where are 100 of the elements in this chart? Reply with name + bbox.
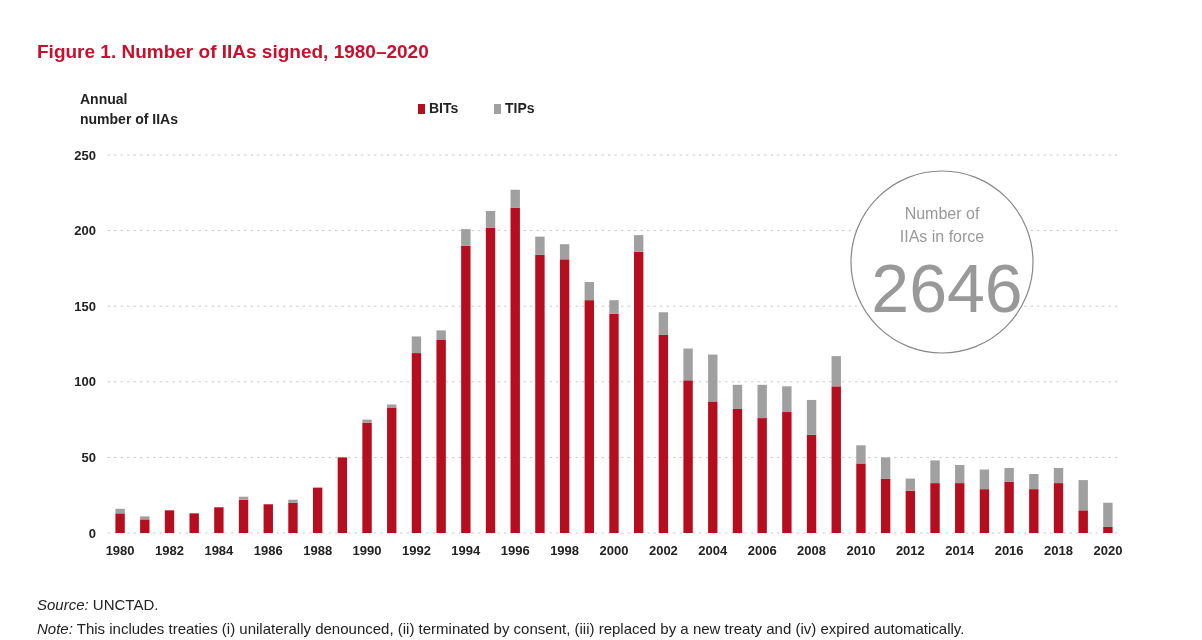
bar [806, 434, 817, 533]
bar [856, 463, 866, 533]
y-axis-title: Annual number of IIAs [80, 91, 179, 127]
x-tick-label: 2006 [747, 543, 777, 558]
bar [708, 401, 718, 533]
bar [485, 210, 496, 228]
x-tick-label: 1992 [401, 543, 431, 558]
bar [461, 229, 471, 246]
x-tick-label: 2000 [599, 543, 629, 558]
bar [1029, 489, 1039, 533]
bar [140, 519, 150, 533]
bar [288, 499, 298, 503]
x-tick-label: 1986 [253, 543, 283, 558]
chart-title: Figure 1. Number of IIAs signed, 1980–2020 [37, 41, 429, 62]
bar [782, 412, 792, 533]
y-tick-label: 50 [81, 449, 96, 465]
text: Note: This includes treaties (i) unilaterally denounced, (ii) terminated by consent, (iii) replaced by a new treaty and (iv) expired automatically. [37, 620, 965, 637]
bar [362, 422, 372, 533]
bar [164, 510, 175, 533]
bar [880, 457, 891, 479]
x-tick-label: 1988 [303, 543, 333, 558]
x-tick-label: 1996 [500, 543, 530, 558]
bar [979, 489, 990, 533]
y-tick-label: 150 [74, 298, 96, 314]
bar [831, 386, 841, 533]
x-tick-label: 2002 [648, 543, 678, 558]
legend-label: TIPs [505, 100, 535, 116]
bar [1103, 502, 1113, 527]
bar [510, 189, 520, 208]
bar [658, 334, 669, 533]
bar [411, 353, 422, 533]
bar [609, 313, 619, 533]
bar [115, 513, 125, 533]
bar [955, 464, 965, 484]
bar [461, 245, 471, 533]
x-tick-label: 2012 [895, 543, 925, 558]
annotation: 2646 [871, 250, 1023, 326]
x-tick-label: 2004 [698, 543, 729, 558]
bar [238, 499, 249, 533]
bar [485, 227, 496, 533]
x-tick-label: 2016 [994, 543, 1024, 558]
bar [856, 445, 866, 464]
bar [782, 386, 792, 413]
x-tick-label: 2014 [945, 543, 975, 558]
bar [362, 419, 372, 423]
bar [1053, 483, 1064, 533]
bar [1029, 474, 1039, 490]
bar [658, 312, 669, 335]
bar [387, 404, 397, 408]
x-tick-label: 1998 [550, 543, 580, 558]
bar [214, 507, 224, 533]
bar [312, 487, 323, 533]
bar [732, 409, 743, 533]
x-tick-label: 1982 [155, 543, 184, 558]
bar [387, 407, 397, 533]
bar [905, 478, 916, 491]
x-tick-label: 1980 [105, 543, 135, 558]
bar [535, 236, 545, 255]
y-tick-label: 0 [88, 525, 96, 541]
x-tick-label: 1990 [352, 543, 382, 558]
bar [930, 483, 940, 533]
bar [559, 259, 570, 533]
bar [411, 336, 422, 354]
bar [831, 356, 841, 387]
bar [436, 339, 446, 533]
bar [905, 490, 916, 533]
bar [683, 348, 693, 381]
x-tick-label: 2020 [1093, 543, 1123, 558]
bar [1053, 467, 1064, 484]
bar [609, 300, 619, 314]
bar [757, 418, 767, 533]
bar [584, 300, 594, 533]
bar [288, 502, 298, 533]
bar [1078, 480, 1088, 511]
x-tick-label: 2008 [797, 543, 827, 558]
bar [115, 508, 125, 514]
bar [683, 380, 693, 533]
bar [140, 516, 150, 520]
source-note: Source: UNCTAD. [37, 596, 159, 613]
bar [535, 254, 545, 533]
bar [955, 483, 965, 533]
y-tick-label: 100 [74, 374, 96, 390]
bar [930, 460, 940, 484]
x-tick-label: 2010 [846, 543, 876, 558]
y-tick-label: 250 [74, 147, 96, 163]
bar [510, 207, 520, 533]
y-tick-label: 200 [74, 223, 96, 239]
x-tick-label: 2018 [1044, 543, 1073, 558]
bar [1004, 467, 1014, 482]
annotation: Number of IIAs in force [899, 205, 985, 245]
x-tick-label: 1994 [451, 543, 482, 558]
bar [1004, 481, 1014, 533]
bar [708, 354, 718, 402]
bar [189, 513, 199, 533]
bar [584, 282, 594, 301]
bar [806, 399, 817, 435]
bar [880, 478, 891, 533]
legend-label: BITs [429, 100, 459, 116]
x-tick-label: 1984 [204, 543, 235, 558]
bar [263, 504, 273, 533]
